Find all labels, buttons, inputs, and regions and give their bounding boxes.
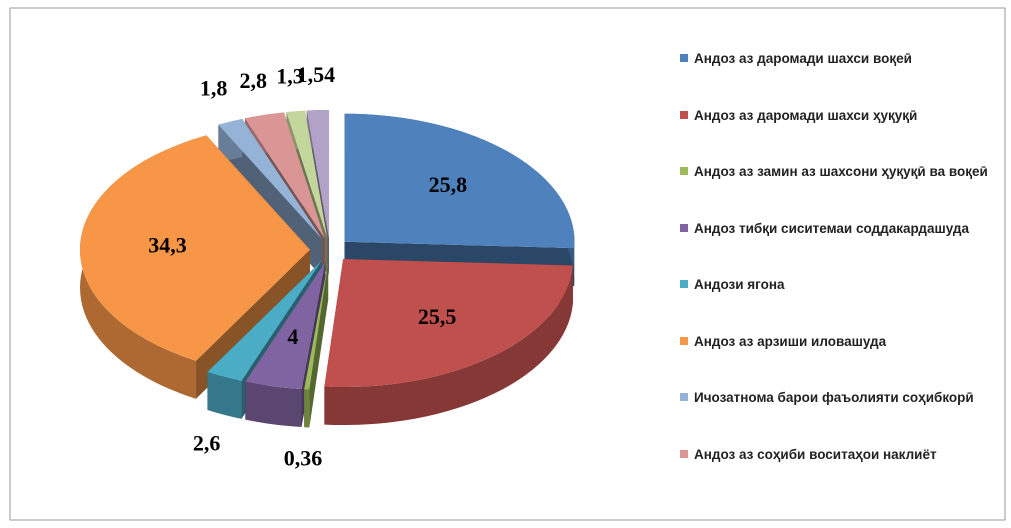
legend-item: Андоз аз замин аз шахсони ҳуқуқӣ ва воқе…	[680, 163, 1000, 180]
slice-side	[304, 389, 310, 428]
legend-label: Андоз аз даромади шахси воқеӣ	[694, 51, 912, 66]
data-label: 0,36	[284, 445, 323, 470]
data-label: 1,8	[200, 76, 228, 101]
slice-side	[304, 261, 329, 428]
legend-label: Андоз аз замин аз шахсони ҳуқуқӣ ва воқе…	[694, 164, 988, 179]
slice	[218, 118, 323, 239]
legend-label: Андоз аз соҳиби воситаҳои наклиёт	[694, 446, 937, 462]
slice	[304, 261, 329, 390]
legend-swatch	[680, 167, 688, 175]
slice-group	[324, 259, 573, 426]
legend-label: Андози ягона	[694, 277, 785, 292]
legend-swatch	[680, 336, 688, 345]
data-label: 2,8	[240, 68, 268, 93]
legend-swatch	[680, 393, 688, 401]
slice	[207, 260, 322, 381]
slice-side	[245, 381, 302, 427]
legend-label: Ичозатнома барои фаъолияти соҳибкорӣ	[694, 390, 974, 405]
slice	[344, 113, 575, 249]
legend-item: Андоз аз даромади шахси ҳуқуқӣ	[680, 107, 1000, 124]
slice	[80, 135, 311, 361]
legend-item: Андоз тибқи сиситемаи соддакардашуда	[680, 220, 1000, 237]
slice	[324, 259, 573, 388]
legend-swatch	[680, 449, 688, 458]
data-label: 25,5	[418, 304, 457, 329]
slice	[306, 110, 330, 239]
legend-label: Андоз аз даромади шахси ҳуқуқӣ	[694, 107, 918, 123]
data-label: 1,3	[276, 64, 304, 89]
legend-label: Андоз тибқи сиситемаи соддакардашуда	[694, 220, 969, 236]
data-label: 4	[287, 324, 298, 349]
legend-swatch	[680, 280, 688, 288]
legend-item: Андоз аз даромади шахси воқеӣ	[680, 50, 1000, 67]
slice-side	[207, 372, 242, 419]
data-label: 2,6	[193, 431, 221, 456]
slice	[286, 110, 328, 239]
legend-item: Ичозатнома барои фаъолияти соҳибкорӣ	[680, 389, 1000, 406]
slice	[244, 112, 325, 239]
legend-swatch	[680, 110, 688, 119]
legend-swatch	[680, 223, 688, 232]
slice-group	[80, 135, 311, 399]
data-label: 1,54	[297, 62, 336, 87]
legend-label: Андоз аз арзиши иловашуда	[694, 333, 887, 349]
legend-swatch	[680, 54, 688, 62]
legend-item: Андоз аз арзиши иловашуда	[680, 333, 1000, 350]
slice-group	[344, 113, 575, 287]
slice	[245, 261, 326, 389]
slice-group	[304, 261, 329, 428]
legend-item: Андоз аз соҳиби воситаҳои наклиёт	[680, 446, 1000, 463]
legend-item: Андози ягона	[680, 276, 1000, 293]
data-label: 25,8	[429, 172, 468, 197]
slice-side	[324, 265, 573, 426]
data-label: 34,3	[148, 233, 187, 258]
